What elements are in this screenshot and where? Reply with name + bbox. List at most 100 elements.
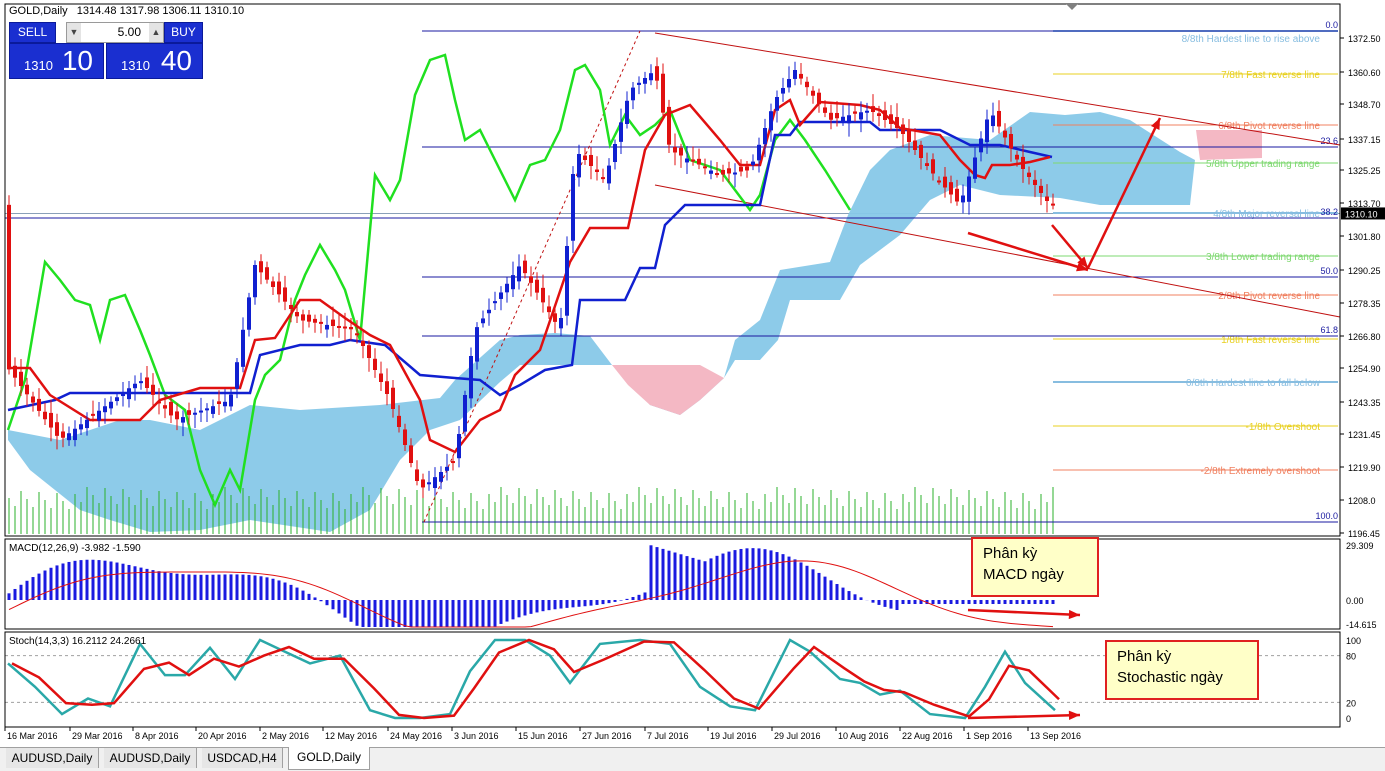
candle-body (379, 373, 383, 382)
macd-divergence-arrow-head (1068, 609, 1080, 620)
candle-body (955, 188, 959, 202)
candle-body (649, 73, 653, 81)
tab-audusd-daily-1[interactable]: AUDUSD,Daily (6, 748, 99, 768)
candle-body (889, 114, 893, 124)
macd-callout-line1: Phân kỳ (983, 545, 1038, 562)
sell-price-box[interactable]: 1310 10 (9, 43, 104, 79)
candle-body (937, 180, 941, 183)
candle-body (775, 97, 779, 111)
candle-body (457, 434, 461, 459)
candle-body (37, 398, 41, 411)
lot-size-input[interactable] (83, 24, 141, 39)
fibo-label: 61.8 (1320, 325, 1338, 335)
candle-body (67, 433, 71, 441)
murrey-label: 4/8th Major reversal line (1213, 209, 1320, 220)
candle-body (427, 482, 431, 485)
lot-increase-icon[interactable]: ▲ (149, 23, 163, 42)
candle-body (697, 158, 701, 165)
candle-body (415, 469, 419, 481)
tab-gold-daily[interactable]: GOLD,Daily (288, 747, 370, 770)
murrey-label: 3/8th Lower trading range (1206, 252, 1320, 263)
candle-body (721, 169, 725, 175)
lot-size-field: ▼ ▲ (66, 22, 164, 43)
candle-body (733, 172, 737, 175)
candle-body (691, 159, 695, 162)
candle-body (223, 401, 227, 407)
candle-body (829, 112, 833, 120)
sell-button[interactable]: SELL (9, 22, 56, 43)
candle-body (823, 107, 827, 113)
candle-body (913, 140, 917, 150)
candle-body (247, 297, 251, 330)
stoch-callout-line1: Phân kỳ (1117, 648, 1172, 665)
candle-body (115, 397, 119, 402)
date-tick-label: 15 Jun 2016 (518, 731, 568, 741)
candle-body (373, 358, 377, 370)
murrey-label: 0/8th Hardest line to fall below (1186, 378, 1321, 389)
candle-body (433, 477, 437, 488)
macd-signal-line (8, 560, 1054, 628)
fibo-label: 50.0 (1320, 266, 1338, 276)
stoch-pane (5, 638, 1340, 720)
candle-body (961, 195, 965, 203)
candle-body (13, 365, 17, 378)
symbol-title: GOLD,Daily (9, 5, 68, 17)
candle-body (589, 154, 593, 166)
candle-body (667, 106, 671, 145)
bull-target-arrow-head (1151, 118, 1160, 130)
candle-body (151, 384, 155, 395)
stoch-tick-label: 20 (1346, 698, 1356, 708)
tab-audusd-daily-2[interactable]: AUDUSD,Daily (104, 748, 197, 768)
candle-body (385, 381, 389, 394)
candle-body (931, 159, 935, 174)
candle-body (391, 387, 395, 409)
murrey-label: 6/8th Pivot reverse line (1218, 121, 1320, 132)
bear-wave-arrow (967, 231, 1089, 272)
candle-body (877, 113, 881, 116)
candle-body (505, 283, 509, 293)
ichimoku-cloud-bearish (612, 365, 724, 415)
candle-body (289, 305, 293, 309)
candle-body (781, 88, 785, 94)
chart-canvas[interactable]: 8/8th Hardest line to rise above 7/8th Fa… (0, 0, 1385, 747)
candle-body (397, 415, 401, 427)
buy-button[interactable]: BUY (164, 22, 203, 43)
candle-body (607, 165, 611, 184)
candle-body (301, 314, 305, 321)
candle-body (19, 371, 23, 386)
macd-tick-label: 29.309 (1346, 541, 1374, 551)
candle-body (979, 138, 983, 153)
price-tick-label: 1254.90 (1348, 364, 1381, 374)
candle-body (787, 79, 791, 88)
macd-tick-label: -14.615 (1346, 620, 1377, 630)
stoch-callout-line2: Stochastic ngày (1117, 669, 1223, 686)
lot-decrease-icon[interactable]: ▼ (67, 23, 81, 42)
price-tick-label: 1278.35 (1348, 299, 1381, 309)
tab-usdcad-h4[interactable]: USDCAD,H4 (202, 748, 283, 768)
candle-body (1015, 154, 1019, 160)
date-tick-label: 20 Apr 2016 (198, 731, 247, 741)
candle-body (181, 417, 185, 423)
candle-body (313, 318, 317, 323)
price-tick-label: 1196.45 (1348, 529, 1380, 539)
candle-body (967, 176, 971, 202)
candle-body (673, 147, 677, 153)
murrey-label: 8/8th Hardest line to rise above (1182, 34, 1321, 45)
candle-body (79, 424, 83, 430)
candle-body (229, 394, 233, 407)
candle-body (949, 182, 953, 195)
candle-body (1033, 179, 1037, 185)
candle-body (517, 266, 521, 282)
candle-body (709, 170, 713, 174)
candle-body (1039, 185, 1043, 193)
stoch-main-line (7, 638, 1056, 720)
candle-body (283, 287, 287, 302)
buy-price-box[interactable]: 1310 40 (106, 43, 203, 79)
date-tick-label: 29 Jul 2016 (774, 731, 821, 741)
candle-body (487, 309, 491, 314)
candle-body (259, 261, 263, 273)
sell-price-prefix: 1310 (24, 58, 53, 73)
candle-body (859, 112, 863, 120)
candle-body (793, 70, 797, 79)
buy-price-pips: 40 (160, 45, 192, 76)
